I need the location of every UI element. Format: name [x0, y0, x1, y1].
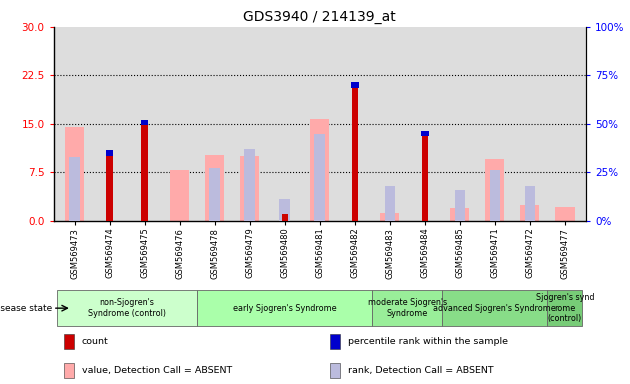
Text: moderate Sjogren's
Syndrome: moderate Sjogren's Syndrome	[368, 298, 447, 318]
Text: early Sjogren's Syndrome: early Sjogren's Syndrome	[233, 304, 336, 313]
Bar	[142, 122, 148, 221]
Text: Sjogren's synd
rome
(control): Sjogren's synd rome (control)	[536, 293, 594, 323]
Bar	[197, 290, 372, 326]
Text: percentile rank within the sample: percentile rank within the sample	[348, 337, 508, 346]
Bar	[244, 149, 255, 221]
Text: disease state: disease state	[0, 304, 52, 313]
Bar	[520, 205, 539, 221]
Bar	[442, 290, 547, 326]
Bar	[64, 363, 74, 378]
Text: advanced Sjogren's Syndrome: advanced Sjogren's Syndrome	[433, 304, 556, 313]
Bar	[57, 290, 197, 326]
Bar	[372, 290, 442, 326]
Bar	[106, 153, 113, 221]
Bar	[490, 170, 500, 221]
Bar	[205, 155, 224, 221]
Bar	[330, 363, 340, 378]
Bar	[351, 83, 358, 88]
Bar	[69, 157, 80, 221]
Bar	[421, 134, 428, 221]
Text: rank, Detection Call = ABSENT: rank, Detection Call = ABSENT	[348, 366, 493, 375]
Bar	[352, 85, 358, 221]
Bar	[380, 213, 399, 221]
Bar	[64, 334, 74, 349]
Bar	[525, 186, 535, 221]
Bar	[170, 170, 189, 221]
Bar	[450, 208, 469, 221]
Bar	[310, 119, 329, 221]
Bar	[314, 134, 325, 221]
Bar	[485, 159, 505, 221]
Bar	[455, 190, 465, 221]
Text: count: count	[82, 337, 108, 346]
Bar	[555, 207, 575, 221]
Text: non-Sjogren's
Syndrome (control): non-Sjogren's Syndrome (control)	[88, 298, 166, 318]
Bar	[140, 120, 149, 125]
Bar	[330, 334, 340, 349]
Bar	[106, 151, 113, 156]
Bar	[209, 169, 220, 221]
Bar	[240, 156, 260, 221]
Bar	[282, 214, 288, 221]
Bar	[65, 127, 84, 221]
Bar	[421, 131, 428, 136]
Bar	[547, 290, 582, 326]
Title: GDS3940 / 214139_at: GDS3940 / 214139_at	[243, 10, 396, 25]
Text: value, Detection Call = ABSENT: value, Detection Call = ABSENT	[82, 366, 232, 375]
Bar	[384, 186, 395, 221]
Bar	[280, 199, 290, 221]
